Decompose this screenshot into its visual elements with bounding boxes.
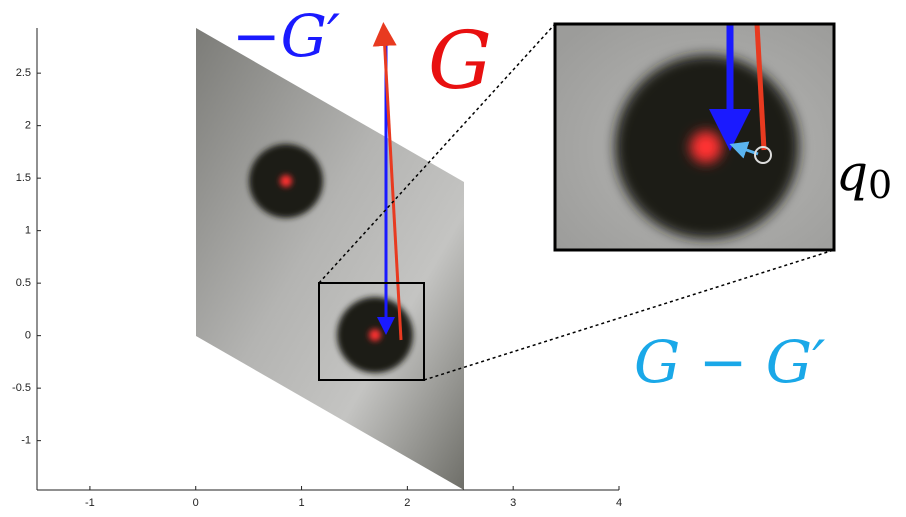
image-plate (196, 28, 464, 490)
x-tick-label: 3 (510, 497, 516, 509)
inset (555, 24, 834, 250)
neg-g-prime-label: −G′ (232, 2, 340, 70)
x-tick-label: 0 (193, 497, 199, 509)
y-tick-label: 0 (25, 330, 31, 342)
y-tick-label: -0.5 (12, 382, 31, 394)
y-tick-label: 2 (25, 120, 31, 132)
x-tick-label: -1 (85, 497, 95, 509)
q0-base: q (836, 144, 868, 202)
g-label: G (428, 14, 492, 107)
x-tick-label: 2 (404, 497, 410, 509)
q0-sub: 0 (868, 163, 892, 207)
y-tick-label: 0.5 (16, 277, 31, 289)
x-tick-label: 1 (298, 497, 304, 509)
x-tick-label: 4 (616, 497, 622, 509)
y-tick-label: 1.5 (16, 172, 31, 184)
y-tick-label: -1 (21, 435, 31, 447)
y-tick-label: 2.5 (16, 67, 31, 79)
chart: -101234-1-0.500.511.522.5 −G′ G q0 G − G… (0, 0, 906, 517)
diff-label: G − G′ (634, 328, 825, 396)
q0-label: q0 (836, 144, 892, 207)
y-tick-label: 1 (25, 225, 31, 237)
